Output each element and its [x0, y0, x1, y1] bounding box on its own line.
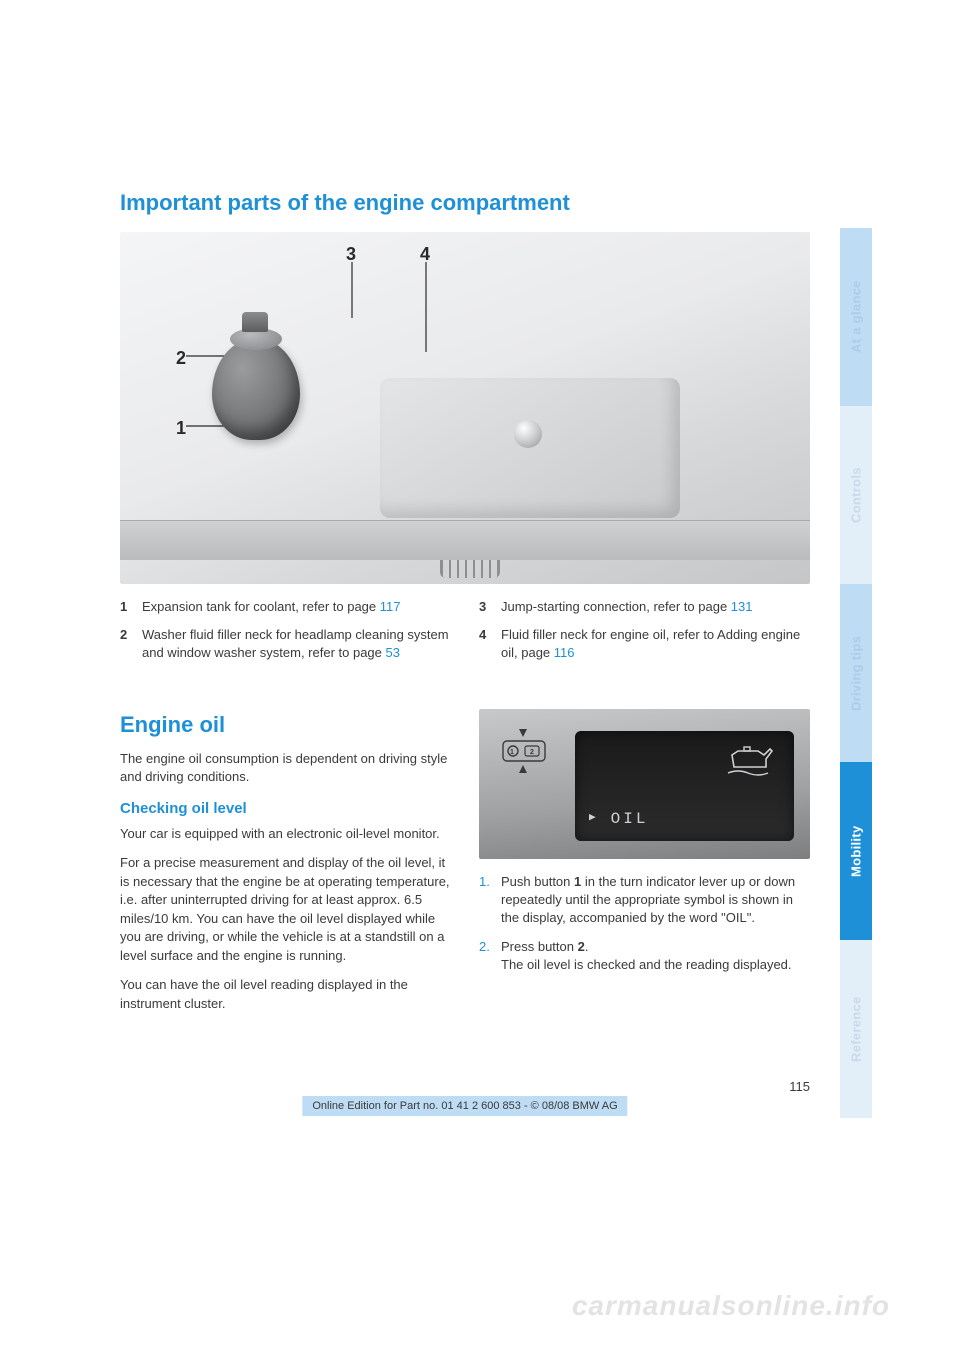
- oil-display-illustration: 1 2 ▶ OIL: [479, 709, 810, 859]
- svg-text:2: 2: [530, 749, 534, 756]
- section-title-engine-oil: Engine oil: [120, 709, 451, 740]
- tab-controls[interactable]: Controls: [840, 406, 872, 584]
- legend-item-4: 4 Fluid filler neck for engine oil, refe…: [479, 626, 810, 662]
- page-link[interactable]: 117: [380, 599, 401, 614]
- legend-item-2: 2 Washer fluid filler neck for headlamp …: [120, 626, 451, 662]
- body-text: You can have the oil level reading displ…: [120, 976, 451, 1013]
- watermark: carmanualsonline.info: [572, 1290, 890, 1322]
- footer-copyright: Online Edition for Part no. 01 41 2 600 …: [302, 1096, 627, 1116]
- body-text: The engine oil consumption is dependent …: [120, 750, 451, 787]
- legend-item-3: 3 Jump-starting connection, refer to pag…: [479, 598, 810, 616]
- lever-icon: 1 2: [497, 727, 551, 775]
- body-text: Your car is equipped with an electronic …: [120, 825, 451, 843]
- legend-num: 1: [120, 598, 142, 616]
- tab-reference[interactable]: Reference: [840, 940, 872, 1118]
- engine-block-shape-icon: [380, 378, 680, 518]
- oil-can-icon: [726, 743, 774, 777]
- legend-text: Expansion tank for coolant, refer to pag…: [142, 599, 380, 614]
- step-text: .: [585, 939, 589, 954]
- tab-mobility[interactable]: Mobility: [840, 762, 872, 940]
- triangle-right-icon: ▶: [589, 811, 599, 827]
- hood-line-icon: [120, 520, 810, 560]
- svg-text:1: 1: [510, 749, 514, 756]
- page-link[interactable]: 131: [731, 599, 753, 614]
- legend-num: 4: [479, 626, 501, 662]
- engine-legend: 1 Expansion tank for coolant, refer to p…: [120, 598, 810, 673]
- page-link[interactable]: 116: [554, 645, 575, 660]
- engine-oil-section: Engine oil The engine oil consumption is…: [120, 709, 810, 1025]
- legend-item-1: 1 Expansion tank for coolant, refer to p…: [120, 598, 451, 616]
- page-link[interactable]: 53: [386, 645, 400, 660]
- legend-text: Fluid filler neck for engine oil, refer …: [501, 627, 800, 660]
- step-number: 2.: [479, 938, 501, 975]
- legend-text: Jump-starting connection, refer to page: [501, 599, 731, 614]
- step-text: The oil level is checked and the reading…: [501, 957, 792, 972]
- section-title-engine-compartment: Important parts of the engine compartmen…: [120, 190, 810, 216]
- engine-compartment-illustration: 1 2 3 4: [120, 232, 810, 584]
- page-content: Important parts of the engine compartmen…: [120, 190, 810, 1024]
- tab-at-a-glance[interactable]: At a glance: [840, 228, 872, 406]
- subsection-checking-oil: Checking oil level: [120, 798, 451, 819]
- step-text: Press button: [501, 939, 578, 954]
- side-tabs: At a glance Controls Driving tips Mobili…: [840, 228, 872, 1118]
- step-1: 1. Push button 1 in the turn indicator l…: [479, 873, 810, 928]
- legend-num: 3: [479, 598, 501, 616]
- grille-icon: [440, 560, 500, 578]
- steps-list: 1. Push button 1 in the turn indicator l…: [479, 873, 810, 975]
- legend-num: 2: [120, 626, 142, 662]
- step-number: 1.: [479, 873, 501, 928]
- page-number: 115: [789, 1079, 810, 1094]
- tab-driving-tips[interactable]: Driving tips: [840, 584, 872, 762]
- bmw-badge-icon: [514, 420, 542, 448]
- step-bold: 2: [578, 939, 585, 954]
- legend-text: Washer fluid filler neck for headlamp cl…: [142, 627, 449, 660]
- reservoir-shape-icon: [212, 338, 300, 440]
- step-2: 2. Press button 2. The oil level is chec…: [479, 938, 810, 975]
- display-oil-label: OIL: [611, 808, 649, 831]
- instrument-display-icon: ▶ OIL: [575, 731, 794, 841]
- step-text: Push button: [501, 874, 574, 889]
- body-text: For a precise measurement and display of…: [120, 854, 451, 965]
